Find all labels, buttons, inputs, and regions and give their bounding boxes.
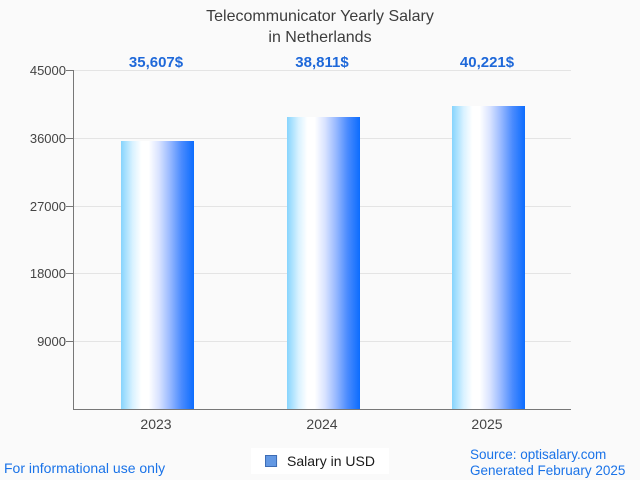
chart-title-line2: in Netherlands bbox=[268, 29, 372, 46]
bar-2025[interactable] bbox=[451, 106, 525, 409]
y-axis-tick bbox=[66, 273, 73, 274]
x-axis-label-2025: 2025 bbox=[471, 416, 503, 432]
legend[interactable]: Salary in USD bbox=[251, 448, 389, 474]
chart-title-line1: Telecommunicator Yearly Salary bbox=[206, 8, 434, 25]
bar-2024[interactable] bbox=[286, 117, 360, 409]
y-axis-label: 18000 bbox=[29, 266, 66, 281]
legend-label: Salary in USD bbox=[287, 453, 375, 469]
value-annotation-2024: 38,811$ bbox=[295, 54, 349, 71]
legend-swatch-icon bbox=[265, 455, 278, 467]
y-axis-tick bbox=[66, 70, 73, 71]
generated-date: Generated February 2025 bbox=[470, 463, 626, 478]
bar-2023[interactable] bbox=[120, 141, 194, 409]
y-axis-tick bbox=[66, 206, 73, 207]
value-annotation-2025: 40,221$ bbox=[459, 54, 515, 71]
y-axis-label: 45000 bbox=[29, 63, 66, 78]
disclaimer-text: For informational use only bbox=[4, 460, 166, 476]
plot-area bbox=[66, 70, 571, 410]
source-link[interactable]: Source: optisalary.com bbox=[470, 447, 607, 462]
value-annotation-2023: 35,607$ bbox=[128, 54, 184, 71]
y-axis-tick bbox=[66, 138, 73, 139]
y-axis-label: 9000 bbox=[37, 334, 66, 349]
chart-title: Telecommunicator Yearly Salary in Nether… bbox=[0, 6, 640, 48]
x-axis-label-2023: 2023 bbox=[140, 416, 172, 432]
y-axis-label: 27000 bbox=[29, 199, 66, 214]
y-axis-label: 36000 bbox=[29, 131, 66, 146]
gridline bbox=[74, 70, 571, 71]
x-axis-label-2024: 2024 bbox=[306, 416, 338, 432]
y-axis-tick bbox=[66, 341, 73, 342]
source-block: Source: optisalary.com Generated Februar… bbox=[470, 447, 625, 479]
